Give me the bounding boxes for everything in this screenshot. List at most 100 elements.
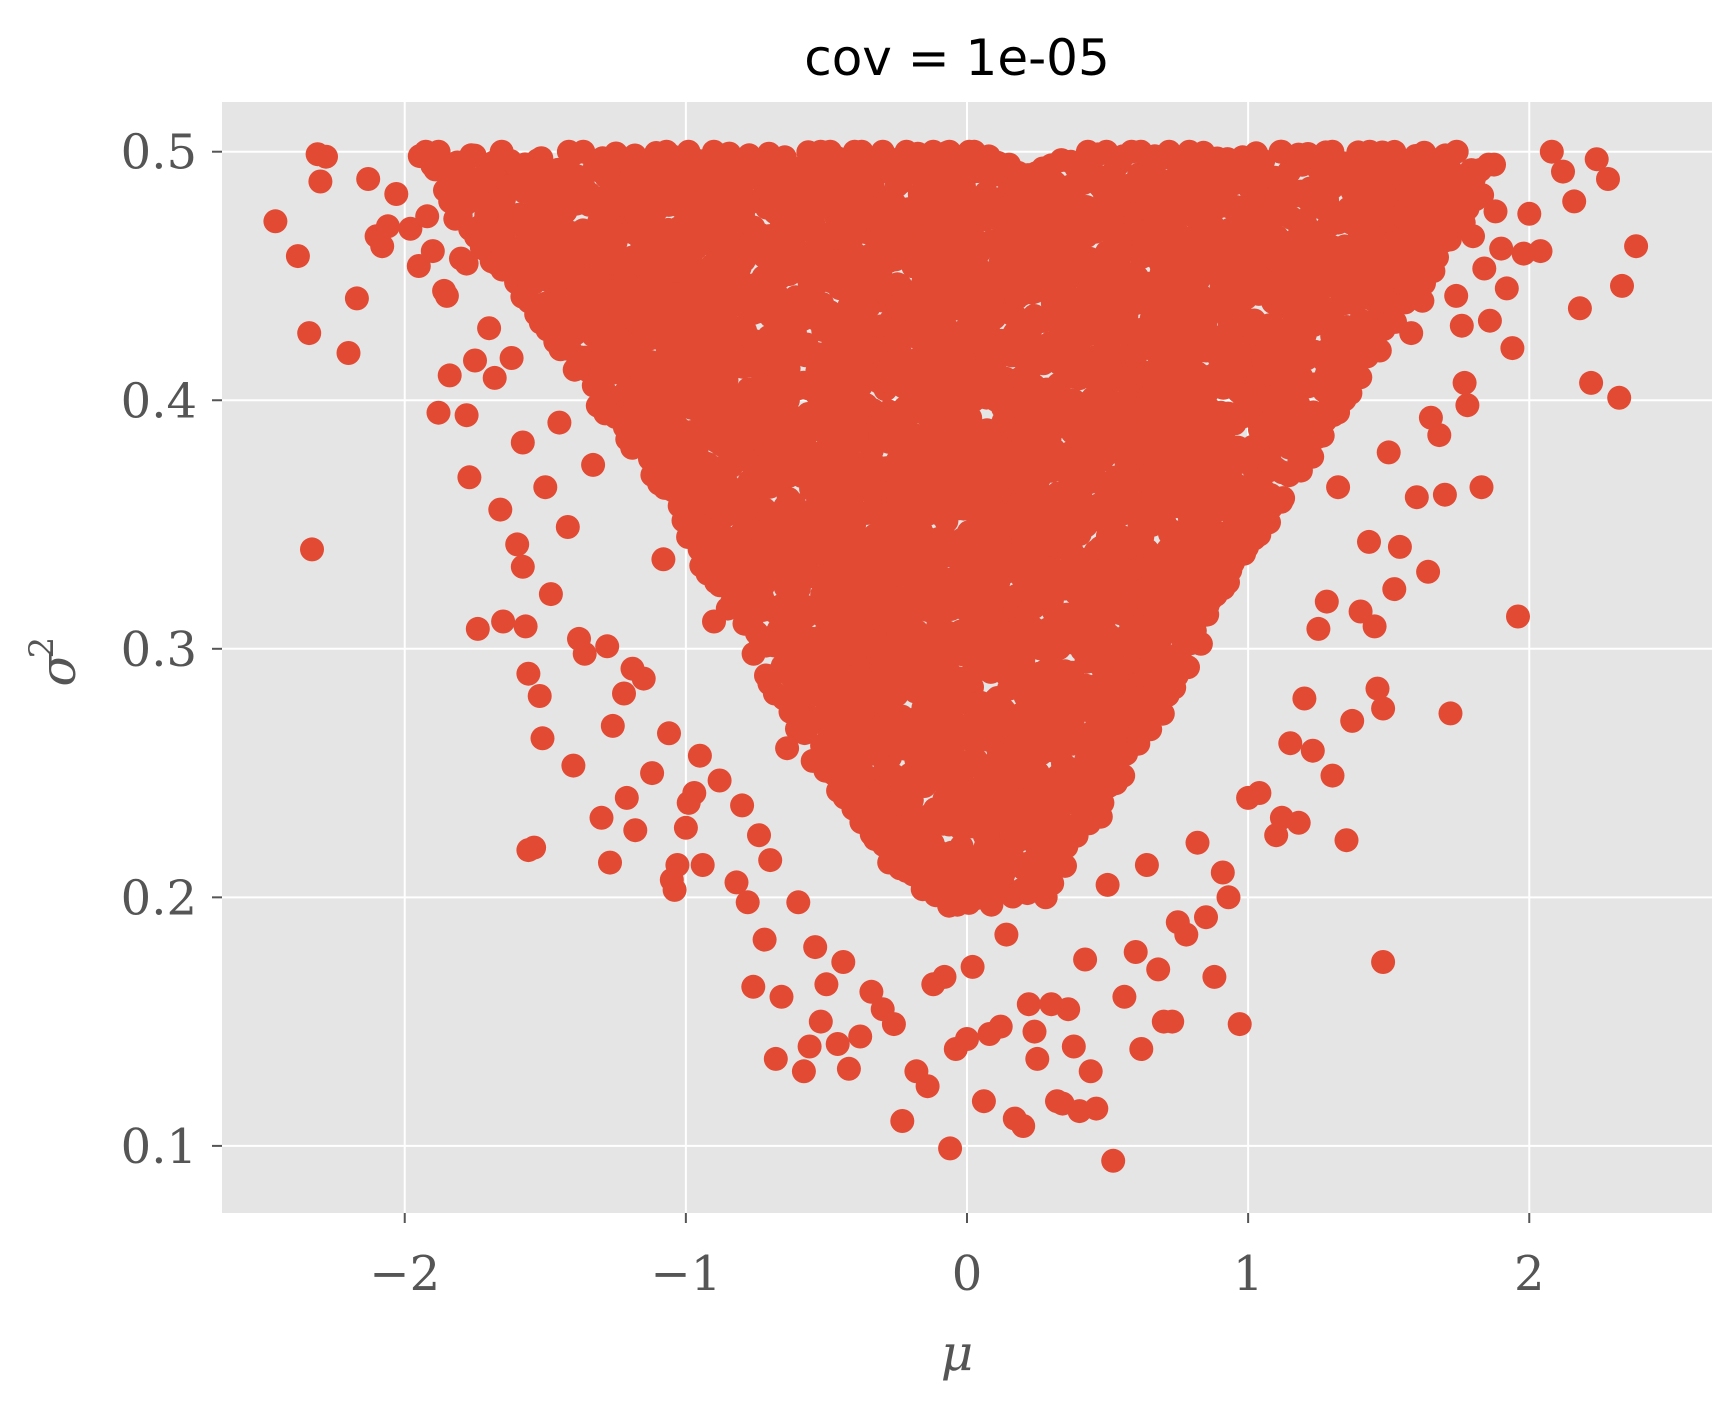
data-point — [1444, 139, 1469, 164]
data-point — [1528, 239, 1553, 264]
data-points — [263, 139, 1649, 1173]
data-point — [1053, 853, 1077, 878]
data-point — [1438, 701, 1463, 726]
data-point — [955, 1027, 979, 1051]
data-point — [595, 634, 620, 659]
data-point — [1562, 189, 1587, 214]
data-point — [890, 1109, 915, 1133]
data-point — [1416, 559, 1441, 584]
data-point — [1101, 1148, 1126, 1173]
data-point — [581, 452, 606, 477]
data-point — [1300, 444, 1325, 469]
data-point — [1410, 288, 1435, 313]
data-point — [505, 532, 530, 557]
x-axis-label: μ — [941, 1324, 974, 1382]
data-point — [1444, 283, 1469, 308]
y-axis-label-text: σ — [29, 651, 87, 687]
data-point — [1452, 370, 1477, 395]
data-point — [1078, 1059, 1103, 1084]
data-point — [631, 666, 656, 691]
data-point — [1348, 365, 1373, 390]
data-point — [707, 768, 732, 793]
data-point — [859, 979, 884, 1004]
data-point — [437, 363, 462, 388]
data-point — [538, 582, 563, 607]
data-point — [724, 870, 749, 895]
y-tick-label: 0.1 — [121, 1119, 197, 1175]
data-point — [747, 823, 771, 848]
y-axis-label: σ 2 — [22, 637, 87, 687]
data-point — [547, 410, 572, 435]
data-point — [1472, 256, 1497, 281]
data-point — [1022, 1019, 1047, 1044]
data-point — [1306, 616, 1331, 641]
data-point — [651, 547, 676, 572]
data-point — [465, 616, 490, 641]
data-point — [836, 1056, 861, 1081]
data-point — [510, 430, 535, 455]
data-point — [415, 204, 440, 229]
data-point — [482, 365, 507, 390]
data-point — [1025, 1046, 1050, 1071]
data-point — [1584, 147, 1609, 172]
data-point — [1194, 905, 1218, 930]
data-point — [979, 892, 1004, 917]
x-tick-label: 2 — [1514, 1246, 1545, 1302]
data-point — [1188, 631, 1213, 656]
data-point — [443, 206, 468, 231]
data-point — [1551, 159, 1575, 184]
x-tick-label: 0 — [952, 1246, 983, 1302]
data-point — [1095, 872, 1120, 897]
data-point — [938, 1136, 963, 1161]
data-point — [825, 1032, 850, 1056]
data-point — [831, 950, 856, 974]
data-point — [640, 761, 665, 786]
data-point — [848, 1024, 873, 1049]
data-point — [457, 465, 482, 490]
data-point — [1469, 475, 1494, 500]
data-point — [510, 554, 535, 579]
data-point — [1567, 296, 1592, 321]
data-point — [561, 753, 586, 778]
data-point — [1482, 152, 1506, 177]
data-point — [1579, 370, 1604, 395]
data-point — [1111, 763, 1136, 788]
data-point — [1016, 992, 1041, 1017]
data-point — [1334, 828, 1359, 853]
data-point — [1517, 201, 1542, 226]
data-point — [530, 726, 555, 751]
data-point — [1185, 830, 1210, 855]
data-point — [398, 216, 423, 241]
y-tick-label: 0.4 — [121, 373, 197, 429]
data-point — [662, 877, 687, 902]
data-point — [623, 818, 648, 843]
data-point — [1011, 1114, 1036, 1138]
data-point — [1056, 997, 1081, 1022]
y-axis-ticks: 0.1 0.2 0.3 0.4 0.5 — [121, 125, 222, 1175]
data-point — [915, 1074, 940, 1099]
data-point — [1500, 336, 1525, 361]
data-point — [682, 781, 707, 805]
data-point — [1326, 475, 1351, 500]
data-point — [775, 736, 800, 761]
data-point — [1340, 708, 1365, 733]
data-point — [1084, 1096, 1109, 1121]
data-point — [803, 935, 828, 960]
data-point — [1129, 1037, 1154, 1061]
data-point — [612, 681, 636, 706]
data-point — [1286, 810, 1311, 835]
data-point — [752, 927, 777, 952]
data-point — [1174, 922, 1199, 947]
data-point — [808, 1009, 833, 1034]
data-point — [932, 964, 957, 989]
data-point — [375, 214, 400, 239]
data-point — [1607, 385, 1632, 410]
data-point — [555, 515, 580, 539]
data-point — [285, 244, 310, 269]
data-point — [527, 684, 552, 708]
data-point — [1292, 686, 1317, 711]
data-point — [758, 848, 783, 873]
data-point — [1150, 701, 1175, 726]
data-point — [1371, 696, 1396, 721]
